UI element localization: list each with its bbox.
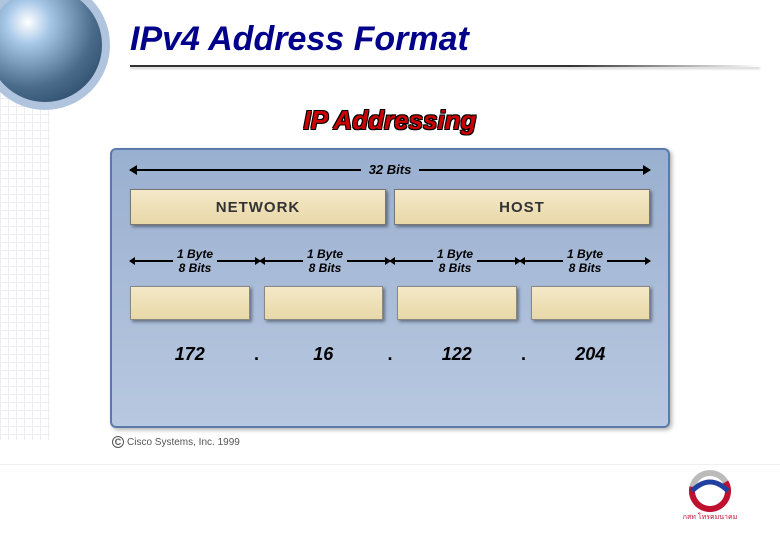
byte-label-line1: 1 Byte	[307, 247, 343, 261]
byte-label: 1 Byte 8 Bits	[303, 247, 347, 276]
ip-octet: 16	[264, 344, 384, 365]
title-underline	[130, 65, 760, 67]
ip-row: 172 . 16 . 122 . 204	[130, 344, 650, 365]
byte-arrow-icon	[347, 260, 390, 262]
copyright: CCisco Systems, Inc. 1999	[112, 436, 240, 448]
bits-label: 32 Bits	[361, 162, 420, 177]
byte-arrow-icon	[217, 260, 260, 262]
byte-label-line1: 1 Byte	[177, 247, 213, 261]
byte-box	[397, 286, 517, 320]
ip-dot: .	[383, 344, 397, 365]
ip-dot: .	[517, 344, 531, 365]
globe-decor	[0, 0, 110, 110]
network-box: NETWORK	[130, 189, 386, 225]
byte-labels-row: 1 Byte 8 Bits 1 Byte 8 Bits 1 Byte 8 Bit…	[130, 247, 650, 276]
bottom-rule-decor	[0, 464, 780, 465]
byte-label-cell: 1 Byte 8 Bits	[390, 247, 520, 276]
byte-label-cell: 1 Byte 8 Bits	[520, 247, 650, 276]
slide-title: IPv4 Address Format	[130, 20, 760, 59]
arrow-left	[130, 169, 361, 171]
byte-arrow-icon	[390, 260, 433, 262]
byte-box	[130, 286, 250, 320]
network-host-row: NETWORK HOST	[130, 189, 650, 225]
subheading: IP Addressing	[304, 105, 477, 136]
ip-dot: .	[250, 344, 264, 365]
footer-logo: กสท โทรคมนาคม	[670, 467, 750, 522]
byte-label-line2: 8 Bits	[309, 261, 342, 275]
svg-text:กสท โทรคมนาคม: กสท โทรคมนาคม	[683, 512, 738, 521]
byte-arrow-icon	[130, 260, 173, 262]
logo-icon: กสท โทรคมนาคม	[670, 467, 750, 522]
byte-arrow-icon	[607, 260, 650, 262]
byte-label-line2: 8 Bits	[179, 261, 212, 275]
byte-label-line1: 1 Byte	[437, 247, 473, 261]
host-box: HOST	[394, 189, 650, 225]
byte-label-line1: 1 Byte	[567, 247, 603, 261]
byte-boxes-row	[130, 286, 650, 320]
diagram-panel: 32 Bits NETWORK HOST 1 Byte 8 Bits 1 Byt…	[110, 148, 670, 428]
byte-box	[264, 286, 384, 320]
ip-octet: 172	[130, 344, 250, 365]
title-area: IPv4 Address Format	[130, 20, 760, 67]
ip-octet: 122	[397, 344, 517, 365]
byte-label-cell: 1 Byte 8 Bits	[130, 247, 260, 276]
side-grid-decor	[0, 90, 50, 440]
byte-arrow-icon	[260, 260, 303, 262]
copyright-icon: C	[112, 436, 124, 448]
byte-box	[531, 286, 651, 320]
byte-arrow-icon	[520, 260, 563, 262]
copyright-text: Cisco Systems, Inc. 1999	[127, 437, 240, 448]
byte-label-line2: 8 Bits	[439, 261, 472, 275]
ip-octet: 204	[531, 344, 651, 365]
byte-label: 1 Byte 8 Bits	[563, 247, 607, 276]
byte-label-line2: 8 Bits	[569, 261, 602, 275]
byte-label: 1 Byte 8 Bits	[173, 247, 217, 276]
arrow-right	[419, 169, 650, 171]
byte-label: 1 Byte 8 Bits	[433, 247, 477, 276]
byte-label-cell: 1 Byte 8 Bits	[260, 247, 390, 276]
bits-row: 32 Bits	[130, 162, 650, 177]
byte-arrow-icon	[477, 260, 520, 262]
